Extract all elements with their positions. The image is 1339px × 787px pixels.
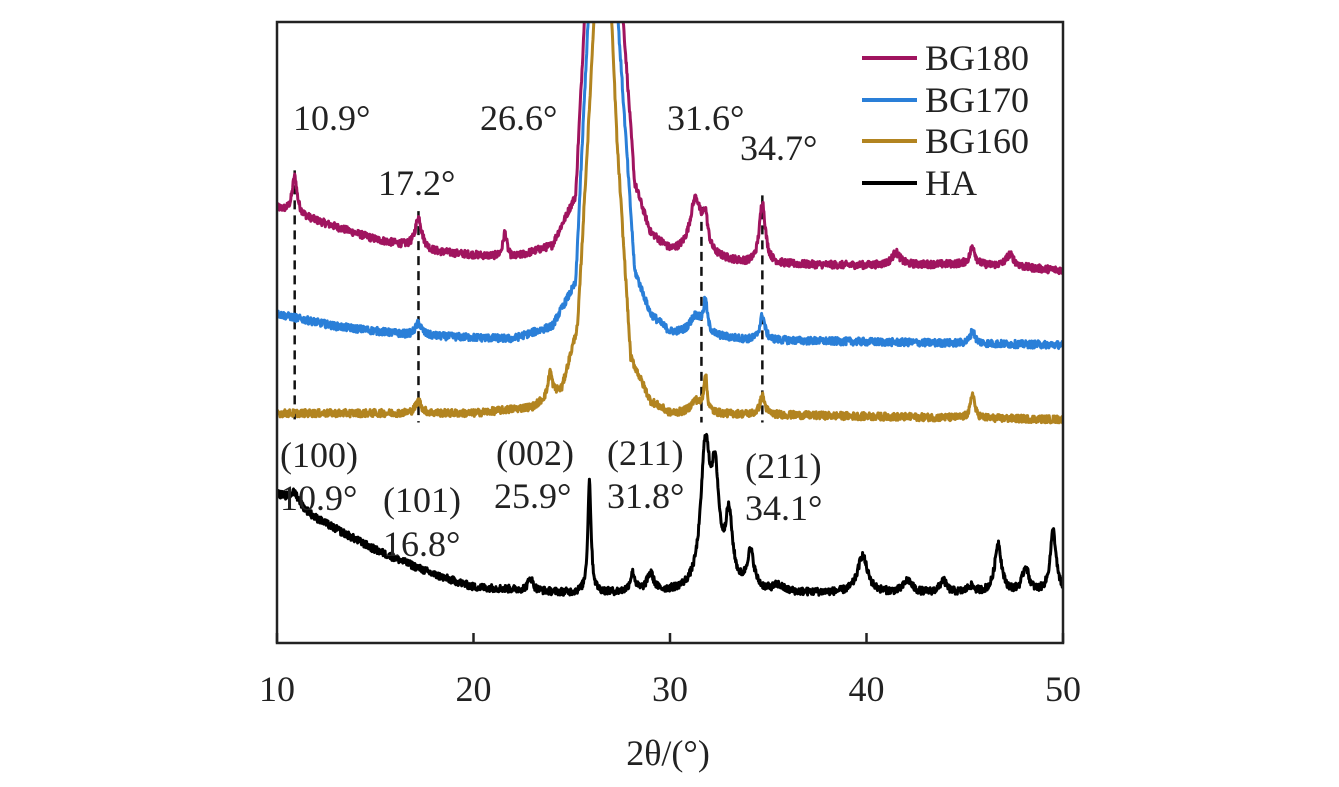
annotation-ha-hkl-101: (101) xyxy=(383,480,461,520)
annotation-ha-angle-34.1: 34.1° xyxy=(745,488,822,528)
annotation-ha-angle-10.9: 10.9° xyxy=(280,478,357,518)
x-tick-label-40: 40 xyxy=(849,669,885,709)
legend: BG180 BG170 BG160 HA xyxy=(862,38,1029,203)
annotation-bg180-34.7: 34.7° xyxy=(740,128,817,168)
series-line-ha xyxy=(277,432,1063,597)
x-tick-label-10: 10 xyxy=(259,669,295,709)
series-line-bg180 xyxy=(277,22,1063,276)
legend-label-ha: HA xyxy=(925,163,977,203)
legend-label-bg170: BG170 xyxy=(925,80,1029,120)
annotation-ha-angle-16.8: 16.8° xyxy=(383,524,460,564)
x-axis: 10 20 30 40 50 xyxy=(259,633,1081,709)
annotation-ha-angle-25.9: 25.9° xyxy=(494,476,571,516)
legend-label-bg180: BG180 xyxy=(925,38,1029,78)
annotation-ha-hkl-211b: (211) xyxy=(745,446,822,486)
x-tick-label-20: 20 xyxy=(456,669,492,709)
annotation-ha-hkl-100: (100) xyxy=(280,435,358,475)
series-line-bg170 xyxy=(277,22,1063,350)
annotation-bg180-10.9: 10.9° xyxy=(293,98,370,138)
x-tick-label-50: 50 xyxy=(1045,669,1081,709)
x-axis-label: 2θ/(°) xyxy=(626,733,710,773)
legend-label-bg160: BG160 xyxy=(925,121,1029,161)
series-group xyxy=(277,22,1063,597)
annotation-ha-hkl-002: (002) xyxy=(496,433,574,473)
annotation-bg180-31.6: 31.6° xyxy=(667,98,744,138)
annotation-ha-hkl-211a: (211) xyxy=(607,433,684,473)
annotation-ha-angle-31.8: 31.8° xyxy=(607,476,684,516)
x-tick-label-30: 30 xyxy=(652,669,688,709)
series-line-bg160 xyxy=(277,22,1063,425)
annotation-bg180-17.2: 17.2° xyxy=(378,163,455,203)
annotation-bg180-26.6: 26.6° xyxy=(480,98,557,138)
